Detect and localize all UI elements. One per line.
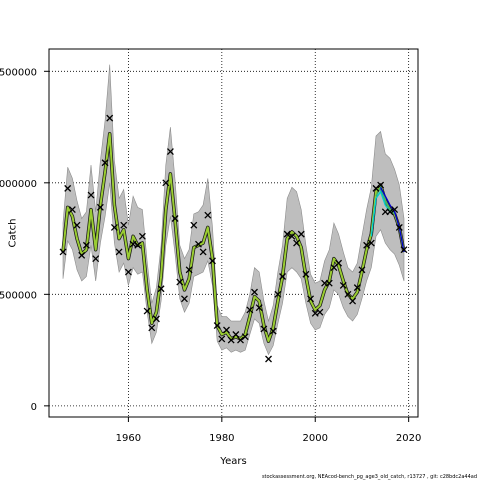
observed-point (237, 336, 244, 344)
observed-point (391, 206, 399, 214)
observed-point (87, 191, 95, 199)
observed-point (372, 184, 380, 192)
observed-point (110, 223, 118, 231)
observed-point (302, 270, 310, 278)
observed-point (395, 223, 403, 231)
observed-point (251, 288, 258, 296)
observed-point (180, 295, 188, 303)
observed-point (325, 279, 333, 287)
observed-point (78, 251, 86, 259)
observed-point (386, 208, 394, 216)
observed-point (283, 230, 291, 238)
observed-point (335, 259, 343, 267)
y-tick-label: 0 (31, 402, 37, 413)
observed-point (232, 331, 240, 338)
observed-point (358, 266, 366, 274)
observed-point (106, 114, 114, 122)
observed-point (400, 246, 408, 254)
observed-point (349, 297, 357, 305)
observed-point (255, 304, 263, 312)
y-axis-title: Catch (8, 219, 19, 248)
observed-point (199, 248, 207, 256)
observed-point (82, 241, 90, 249)
observed-point (166, 148, 174, 156)
observed-point (260, 325, 268, 333)
observed-point (344, 290, 352, 298)
observed-point (223, 326, 230, 334)
confidence-band (62, 64, 405, 356)
observed-point (293, 239, 301, 247)
observed-point (185, 266, 193, 274)
observed-point (190, 221, 198, 229)
observed-point (59, 248, 67, 256)
observed-point (274, 290, 282, 298)
observed-point (353, 284, 361, 292)
observed-point (96, 203, 104, 211)
observed-point (227, 336, 235, 344)
observed-point (297, 230, 305, 238)
observed-point (246, 306, 254, 314)
observed-point (115, 248, 123, 256)
observed-point (265, 355, 272, 363)
y-tick-label: 1500000 (0, 67, 37, 78)
observed-point (134, 241, 142, 249)
observed-point (148, 324, 156, 332)
observed-point (288, 232, 296, 240)
observed-point (157, 285, 165, 293)
observed-point (213, 322, 221, 330)
observed-point (218, 335, 226, 343)
y-tick-label: 1000000 (0, 179, 37, 190)
retrospective-line (370, 190, 391, 237)
observed-point (339, 281, 347, 289)
observed-point (195, 240, 202, 248)
observed-point (162, 179, 170, 187)
observed-point (92, 255, 100, 263)
observed-point (176, 278, 184, 286)
observed-point (152, 315, 160, 323)
plot-frame (48, 48, 419, 418)
observed-catch-points (59, 114, 408, 363)
x-tick-label: 2000 (303, 433, 328, 444)
observed-point (171, 215, 179, 222)
observed-point (316, 308, 324, 316)
x-tick-label: 1980 (209, 433, 234, 444)
observed-point (279, 273, 287, 280)
footnote: stockassessment.org, NEAcod-bench_pg_age… (262, 474, 477, 480)
observed-point (367, 239, 375, 247)
retrospective-line (379, 186, 405, 253)
observed-point (377, 181, 385, 189)
observed-point (269, 327, 277, 335)
observed-point (307, 295, 315, 303)
observed-point (204, 211, 212, 219)
observed-point (73, 221, 81, 229)
observed-point (143, 307, 151, 315)
observed-point (138, 232, 146, 240)
x-tick-label: 1960 (116, 433, 141, 444)
observed-point (363, 241, 371, 249)
observed-point (68, 206, 76, 214)
y-tick-label: 500000 (0, 290, 37, 301)
observed-point (241, 333, 249, 341)
x-axis-title: Years (219, 456, 246, 467)
observed-point (124, 268, 132, 276)
confidence-band-area (62, 64, 405, 356)
axis-ticks: 1960 1980 2000 2020 0 500000 1000000 1500000 (0, 67, 421, 444)
observed-point (101, 159, 109, 167)
observed-point (209, 257, 216, 265)
observed-point (64, 184, 72, 192)
x-tick-label: 2020 (396, 433, 421, 444)
observed-point (120, 221, 128, 229)
